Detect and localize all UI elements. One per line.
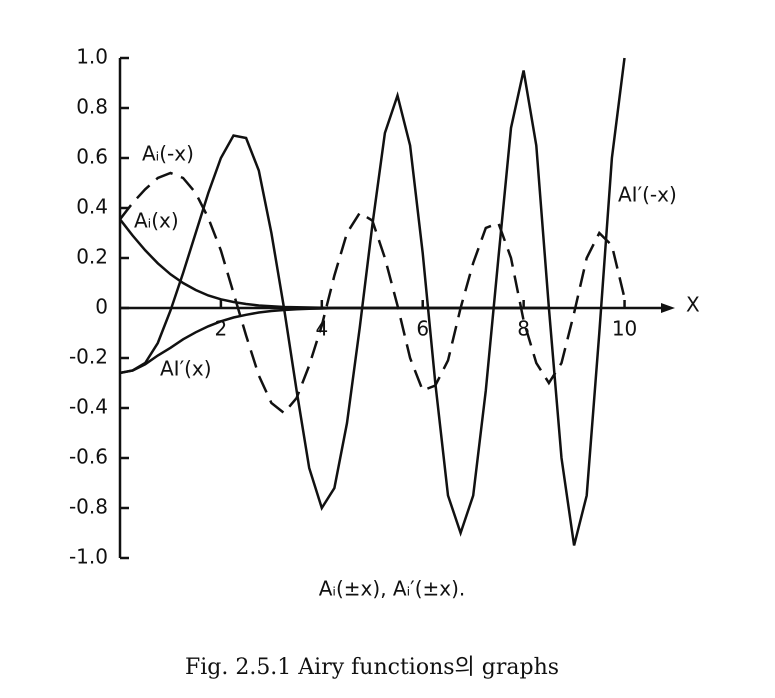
- y-tick-label: 0.4: [76, 195, 108, 219]
- y-tick-label: 0.6: [76, 145, 108, 169]
- y-tick-label: -0.4: [69, 395, 108, 419]
- x-axis-label: X: [686, 293, 700, 317]
- y-tick-label: 0.8: [76, 95, 108, 119]
- y-tick-label: 0.2: [76, 245, 108, 269]
- x-tick-label: 10: [612, 317, 637, 341]
- y-tick-label: -0.8: [69, 495, 108, 519]
- series-label: AI′(-x): [618, 183, 677, 207]
- series-label: Aᵢ(x): [134, 209, 179, 233]
- y-tick-label: -0.6: [69, 445, 108, 469]
- series-line: [119, 57, 626, 546]
- subtitle: Aᵢ(±x), Aᵢ′(±x).: [319, 577, 466, 601]
- y-tick-label: -1.0: [69, 545, 108, 569]
- x-axis-arrow: [661, 303, 675, 313]
- series-label: Aᵢ(-x): [142, 142, 194, 166]
- series-label: AI′(x): [160, 357, 212, 381]
- y-tick-label: -0.2: [69, 345, 108, 369]
- series-line: [119, 306, 549, 375]
- y-tick-label: 0: [95, 295, 108, 319]
- x-tick-label: 6: [416, 317, 429, 341]
- y-tick-label: 1.0: [76, 45, 108, 69]
- caption: Fig. 2.5.1 Airy functions의 graphs: [185, 655, 559, 680]
